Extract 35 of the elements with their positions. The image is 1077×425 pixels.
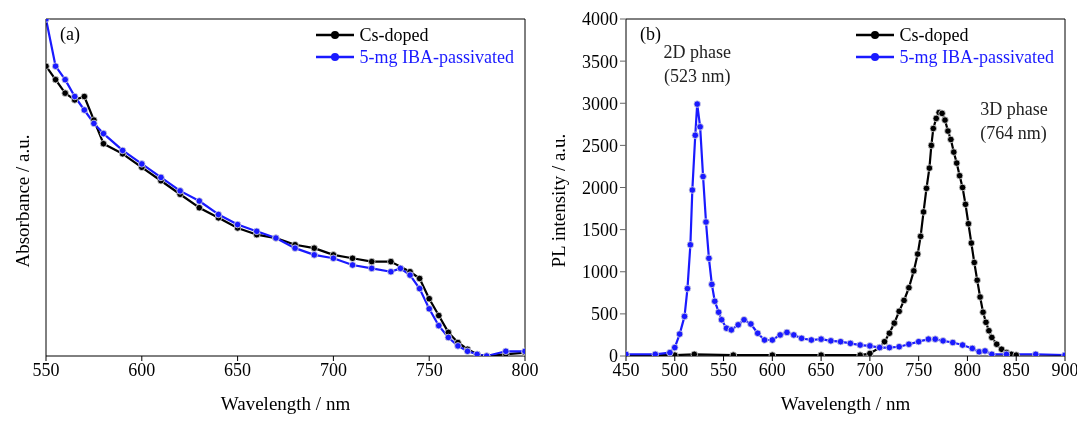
x-tick-label: 500 (661, 359, 689, 380)
annotation: 2D phase (523 nm) (663, 42, 731, 88)
y-tick-label: 3500 (582, 51, 618, 72)
legend-label: Cs-doped (899, 24, 969, 46)
x-tick-label: 650 (807, 359, 835, 380)
y-axis-title: PL intensity / a.u. (547, 133, 569, 268)
x-tick-label: 800 (953, 359, 981, 380)
y-tick-label: 2000 (582, 177, 618, 198)
y-tick-label: 4000 (582, 9, 618, 30)
y-tick-label: 1500 (582, 220, 618, 241)
x-tick-label: 550 (32, 359, 60, 380)
x-axis-title: Wavelength / nm (220, 393, 351, 414)
x-tick-label: 600 (128, 359, 156, 380)
y-tick-label: 1000 (582, 262, 618, 283)
x-tick-label: 750 (905, 359, 933, 380)
y-tick-label: 2500 (582, 135, 618, 156)
x-tick-label: 800 (511, 359, 539, 380)
x-tick-label: 750 (415, 359, 443, 380)
annotation: (b) (640, 24, 661, 45)
x-tick-label: 900 (1051, 359, 1077, 380)
annotation: 3D phase (764 nm) (980, 98, 1048, 144)
y-tick-label: 500 (591, 304, 618, 325)
x-tick-label: 700 (319, 359, 347, 380)
x-tick-label: 550 (710, 359, 738, 380)
annotation: (a) (60, 24, 80, 45)
x-tick-label: 850 (1002, 359, 1030, 380)
x-tick-label: 650 (224, 359, 252, 380)
x-axis-title: Wavelength / nm (780, 393, 911, 414)
x-tick-label: 600 (758, 359, 786, 380)
y-axis-title: Absorbance / a.u. (11, 134, 33, 268)
legend-label: 5-mg IBA-passivated (899, 46, 1054, 68)
y-tick-label: 3000 (582, 93, 618, 114)
legend-label: 5-mg IBA-passivated (359, 46, 514, 68)
x-tick-label: 700 (856, 359, 884, 380)
legend-label: Cs-doped (359, 24, 429, 46)
